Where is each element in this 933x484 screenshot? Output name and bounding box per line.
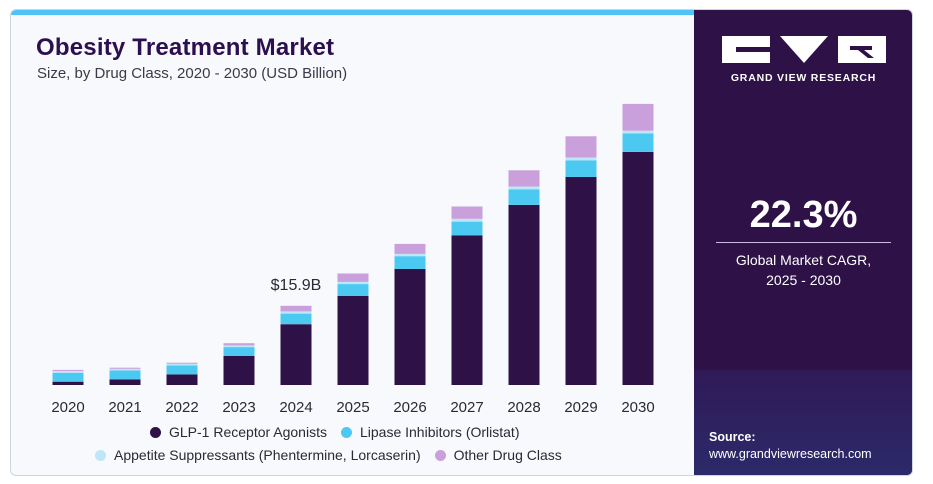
bar-segment-2025-s3: [337, 273, 369, 282]
bar-segment-2023-s3: [223, 343, 255, 346]
bar-segment-2027-s2: [451, 218, 483, 222]
legend-label-glp1: GLP-1 Receptor Agonists: [169, 424, 327, 440]
bar-segment-2026-s0: [394, 269, 426, 385]
bar-segment-2020-s1: [52, 372, 84, 382]
bar-segment-2029-s3: [565, 136, 597, 158]
bar-segment-2020-s2: [52, 371, 84, 373]
x-tick-label-2020: 2020: [51, 399, 84, 416]
sidebar-panel: GRAND VIEW RESEARCH 22.3% Global Market …: [694, 10, 912, 475]
bar-segment-2025-s1: [337, 284, 369, 296]
bar-segment-2025-s2: [337, 281, 369, 284]
x-tick-label-2030: 2030: [621, 399, 654, 416]
cagr-label-line2: 2025 - 2030: [766, 272, 841, 288]
legend-label-appetite: Appetite Suppressants (Phentermine, Lorc…: [114, 447, 421, 463]
bar-segment-2028-s1: [508, 189, 540, 205]
source-url[interactable]: www.grandviewresearch.com: [709, 447, 872, 461]
accent-top-line: [11, 10, 694, 15]
x-tick-label-2022: 2022: [165, 399, 198, 416]
legend-dot-glp1: [150, 426, 161, 438]
x-tick-label-2029: 2029: [564, 399, 597, 416]
bar-segment-2024-s1: [280, 313, 312, 325]
x-tick-label-2027: 2027: [450, 399, 483, 416]
x-tick-label-2024: 2024: [279, 399, 312, 416]
bar-segment-2021-s0: [109, 379, 141, 385]
x-tick-label-2028: 2028: [507, 399, 540, 416]
bar-segment-2023-s2: [223, 345, 255, 348]
x-tick-label-2021: 2021: [108, 399, 141, 416]
legend-label-lipase: Lipase Inhibitors (Orlistat): [359, 424, 520, 440]
legend-item-appetite: Appetite Suppressants (Phentermine, Lorc…: [95, 447, 421, 463]
chart-card: Obesity Treatment Market Size, by Drug C…: [10, 9, 913, 476]
bar-segment-2029-s1: [565, 160, 597, 177]
bar-segment-2027-s0: [451, 235, 483, 385]
bar-segment-2029-s2: [565, 157, 597, 161]
x-tick-label-2023: 2023: [222, 399, 255, 416]
grand-view-research-logo: [722, 36, 886, 63]
bar-segment-2028-s3: [508, 170, 540, 187]
legend-item-glp1: GLP-1 Receptor Agonists: [150, 424, 327, 440]
bar-segment-2024-s2: [280, 311, 312, 314]
logo-text: GRAND VIEW RESEARCH: [730, 72, 877, 84]
bar-segment-2023-s0: [223, 356, 255, 385]
bar-segment-2021-s3: [109, 367, 141, 369]
cagr-divider: [716, 242, 891, 243]
bar-segment-2025-s0: [337, 295, 369, 385]
bar-segment-2022-s0: [166, 374, 198, 385]
cagr-value: 22.3%: [749, 194, 858, 236]
bar-segment-2030-s0: [622, 151, 654, 385]
legend-dot-appetite: [95, 449, 106, 461]
legend-label-other: Other Drug Class: [453, 447, 562, 463]
bar-segment-2022-s2: [166, 363, 198, 366]
bar-segment-2026-s2: [394, 253, 426, 257]
bar-segment-2020-s3: [52, 369, 84, 371]
chart-title: Obesity Treatment Market: [36, 34, 335, 61]
cagr-label: Global Market CAGR, 2025 - 2030: [694, 250, 912, 290]
legend-item-other: Other Drug Class: [434, 447, 562, 463]
sidebar-footer-band: [694, 370, 912, 475]
bar-segment-2027-s3: [451, 206, 483, 219]
bar-segment-2024-s3: [280, 305, 312, 312]
bar-segment-2026-s1: [394, 256, 426, 269]
bar-segment-2030-s2: [622, 130, 654, 134]
bar-segment-2023-s1: [223, 347, 255, 356]
legend-item-lipase: Lipase Inhibitors (Orlistat): [340, 424, 520, 440]
bar-segment-2027-s1: [451, 221, 483, 236]
x-tick-label-2025: 2025: [336, 399, 369, 416]
bar-segment-2021-s1: [109, 370, 141, 380]
chart-subtitle: Size, by Drug Class, 2020 - 2030 (USD Bi…: [37, 65, 348, 82]
bar-segment-2028-s0: [508, 204, 540, 385]
bar-segment-2024-s0: [280, 324, 312, 385]
x-tick-label-2026: 2026: [393, 399, 426, 416]
bar-segment-2029-s0: [565, 177, 597, 385]
bar-segment-2026-s3: [394, 243, 426, 254]
bar-segment-2030-s1: [622, 133, 654, 152]
bar-segment-2028-s2: [508, 186, 540, 190]
bar-segment-2030-s3: [622, 103, 654, 131]
legend-dot-other: [434, 449, 446, 461]
source-label: Source:: [709, 430, 756, 444]
bar-segment-2022-s3: [166, 362, 198, 364]
bar-segment-2020-s0: [52, 381, 84, 385]
data-label-2024: $15.9B: [271, 277, 322, 294]
legend-dot-lipase: [340, 426, 352, 438]
bar-segment-2021-s2: [109, 368, 141, 371]
bar-segment-2022-s1: [166, 365, 198, 375]
bar-chart: 2020 2021 2022 2023 2024 $15.9B 2025 2026 2027 20…: [51, 103, 655, 416]
cagr-label-line1: Global Market CAGR,: [735, 252, 872, 268]
